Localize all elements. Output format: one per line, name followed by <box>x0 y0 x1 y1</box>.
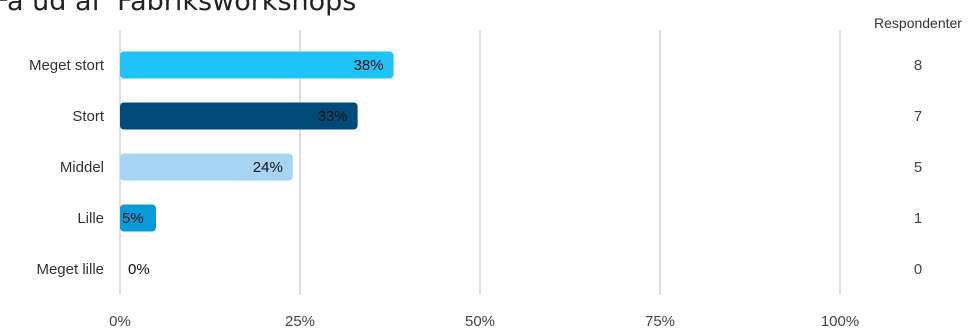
bar-stort <box>120 102 358 130</box>
respondents-count-meget-stort: 8 <box>914 57 922 74</box>
respondents-count-lille: 1 <box>914 210 922 227</box>
value-label-meget-lille: 0% <box>128 261 150 278</box>
respondents-count-middel: 5 <box>914 159 922 176</box>
value-label-stort: 33% <box>318 108 348 125</box>
bar-meget-stort <box>120 51 394 79</box>
bar-lille <box>120 204 156 232</box>
x-tick-label: 25% <box>285 313 315 329</box>
x-tick-label: 100% <box>821 313 859 329</box>
x-tick-label: 50% <box>465 313 495 329</box>
value-label-meget-stort: 38% <box>354 57 384 74</box>
x-tick-label: 0% <box>109 313 131 329</box>
value-label-middel: 24% <box>253 159 283 176</box>
category-label-middel: Middel <box>60 159 104 176</box>
x-tick-label: 75% <box>645 313 675 329</box>
bar-middel <box>120 153 293 181</box>
respondents-header: Respondenter <box>874 15 962 31</box>
bars <box>120 51 394 232</box>
category-label-meget-lille: Meget lille <box>36 261 104 278</box>
respondents-count-meget-lille: 0 <box>914 261 922 278</box>
category-label-lille: Lille <box>77 210 104 227</box>
respondents-count-stort: 7 <box>914 108 922 125</box>
category-label-meget-stort: Meget stort <box>29 57 105 74</box>
chart-title: Få ud af 'Fabriksworkshops' <box>0 0 364 17</box>
value-label-lille: 5% <box>122 210 144 227</box>
category-label-stort: Stort <box>72 108 105 125</box>
